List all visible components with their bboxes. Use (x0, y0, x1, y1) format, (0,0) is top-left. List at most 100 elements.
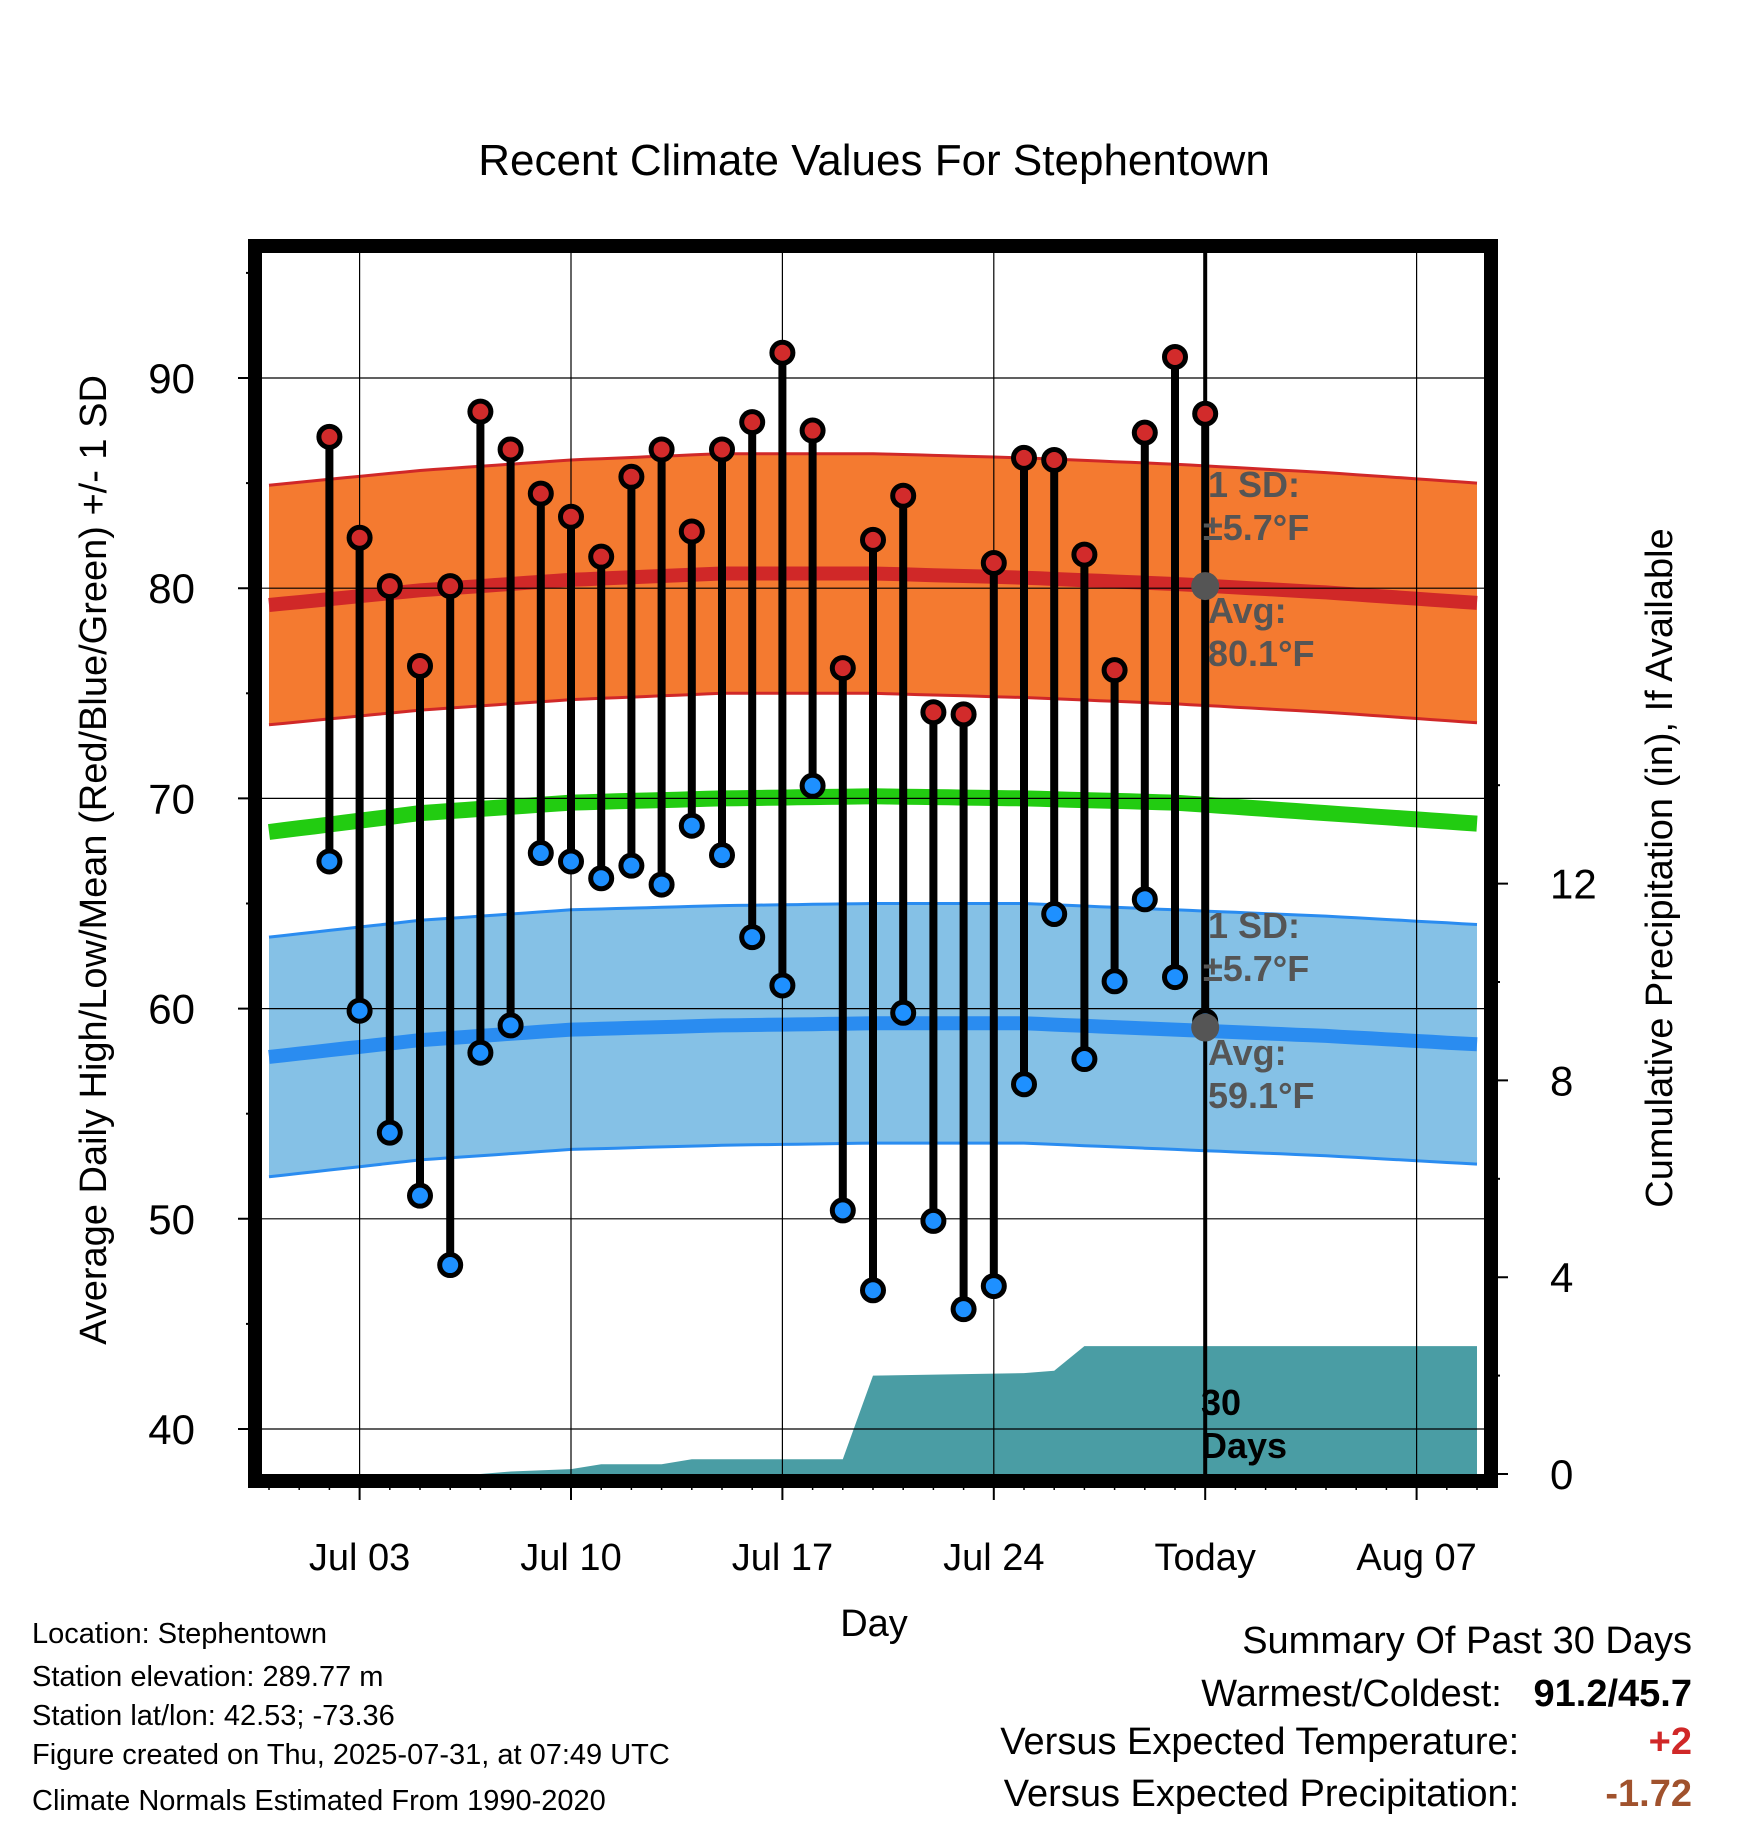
daily-high-point (950, 701, 977, 728)
daily-low-point (920, 1207, 947, 1234)
daily-high-point (316, 423, 343, 450)
summary-precip-row: Versus Expected Precipitation: -1.72 (1004, 1773, 1692, 1816)
daily-high-point (437, 573, 464, 600)
daily-high-point (588, 543, 615, 570)
daily-high-point (376, 573, 403, 600)
daily-high-point (1011, 444, 1037, 471)
y2-tick-label: 12 (1550, 861, 1597, 908)
summary-temp-row: Versus Expected Temperature: +2 (1000, 1721, 1692, 1764)
daily-high-point (1131, 419, 1158, 446)
daily-low-point (678, 812, 705, 839)
chart-title: Recent Climate Values For Stephentown (478, 136, 1270, 185)
daily-low-point (437, 1252, 464, 1279)
daily-low-point (467, 1039, 494, 1066)
daily-high-point (799, 417, 826, 444)
daily-high-point (920, 699, 947, 726)
daily-low-point (376, 1119, 403, 1146)
today-high-avg-marker (1191, 572, 1220, 601)
summary-temp-label: Versus Expected Temperature: (1000, 1721, 1520, 1763)
daily-high-point (618, 463, 645, 490)
daily-marks (316, 339, 1220, 1323)
high-sd-value: ±5.7°F (1203, 507, 1309, 548)
summary-precip-value: -1.72 (1605, 1773, 1692, 1815)
footer-created: Figure created on Thu, 2025-07-31, at 07… (32, 1739, 670, 1771)
daily-high-point (407, 652, 433, 679)
footer-location: Location: Stephentown (32, 1618, 328, 1650)
daily-low-point (980, 1273, 1007, 1300)
daily-low-point (1131, 886, 1158, 913)
daily-high-point (527, 480, 554, 507)
daily-low-point (316, 848, 343, 875)
daily-low-point (588, 865, 615, 892)
y-tick-label: 40 (148, 1406, 195, 1453)
daily-high-point (739, 409, 766, 436)
daily-high-point (1162, 343, 1188, 370)
daily-low-point (890, 999, 917, 1026)
daily-low-point (1041, 901, 1068, 928)
y-tick-label: 50 (148, 1196, 195, 1243)
daily-high-point (558, 503, 584, 530)
daily-low-point (829, 1197, 856, 1224)
summary-precip-label: Versus Expected Precipitation: (1003, 1773, 1520, 1815)
x-tick-label: Aug 07 (1356, 1537, 1476, 1579)
daily-high-point (709, 436, 735, 463)
daily-low-point (1162, 964, 1188, 991)
daily-low-point (407, 1182, 433, 1209)
y2-axis-label: Cumulative Precipitation (in), If Availa… (1639, 528, 1681, 1207)
daily-high-point (980, 549, 1007, 576)
daily-low-point (1071, 1046, 1098, 1073)
daily-low-point (799, 772, 826, 799)
days-count-label: 30 (1201, 1382, 1241, 1423)
precip-area (269, 1346, 1477, 1474)
y2-tick-label: 0 (1550, 1451, 1573, 1498)
high-sd-label: 1 SD: (1208, 464, 1300, 505)
y-tick-label: 90 (148, 355, 195, 402)
daily-low-point (527, 840, 554, 867)
daily-high-point (1192, 400, 1219, 427)
daily-high-point (1071, 541, 1098, 568)
daily-low-point (558, 848, 584, 875)
high-avg-value: 80.1°F (1208, 633, 1314, 674)
daily-low-point (618, 852, 645, 879)
axes: 40 50 60 70 80 90 0 4 8 12 Jul 03 Jul 10 Jul 17 Jul 2… (148, 271, 1597, 1579)
x-tick-label: Jul 10 (520, 1537, 621, 1579)
low-sd-value: ±5.7°F (1203, 948, 1309, 989)
summary-warmest-label: Warmest/Coldest: (1201, 1673, 1502, 1715)
low-avg-value: 59.1°F (1208, 1075, 1314, 1116)
daily-low-point (739, 924, 766, 951)
y-tick-label: 70 (148, 775, 195, 822)
high-avg-label: Avg: (1208, 590, 1287, 631)
x-axis-label: Day (840, 1603, 908, 1645)
today-low-avg-marker (1191, 1013, 1220, 1042)
daily-high-point (890, 482, 917, 509)
x-tick-label: Jul 17 (732, 1537, 833, 1579)
footer-normals: Climate Normals Estimated From 1990-2020 (32, 1785, 606, 1817)
summary-temp-value: +2 (1648, 1721, 1692, 1763)
daily-low-point (1011, 1071, 1037, 1098)
daily-high-point (1041, 446, 1068, 473)
footer-latlon: Station lat/lon: 42.53; -73.36 (32, 1700, 395, 1732)
x-tick-label: Jul 03 (309, 1537, 410, 1579)
daily-high-point (1101, 657, 1128, 684)
daily-low-point (860, 1277, 886, 1304)
daily-low-point (709, 842, 735, 869)
y2-tick-label: 4 (1550, 1254, 1573, 1301)
x-tick-label: Jul 24 (943, 1537, 1044, 1579)
daily-high-point (769, 339, 796, 366)
x-tick-label: Today (1154, 1537, 1255, 1579)
daily-low-point (950, 1296, 977, 1323)
y-tick-label: 60 (148, 986, 195, 1033)
daily-high-point (860, 526, 886, 553)
daily-high-point (467, 398, 494, 425)
daily-low-point (648, 871, 675, 898)
low-avg-label: Avg: (1208, 1032, 1287, 1073)
summary-title: Summary Of Past 30 Days (1242, 1620, 1692, 1662)
daily-high-point (346, 524, 373, 551)
daily-low-point (769, 972, 796, 999)
y2-tick-label: 8 (1550, 1057, 1573, 1104)
daily-high-point (497, 436, 524, 463)
y-axis-label: Average Daily High/Low/Mean (Red/Blue/Gr… (73, 375, 115, 1345)
daily-high-point (648, 436, 675, 463)
